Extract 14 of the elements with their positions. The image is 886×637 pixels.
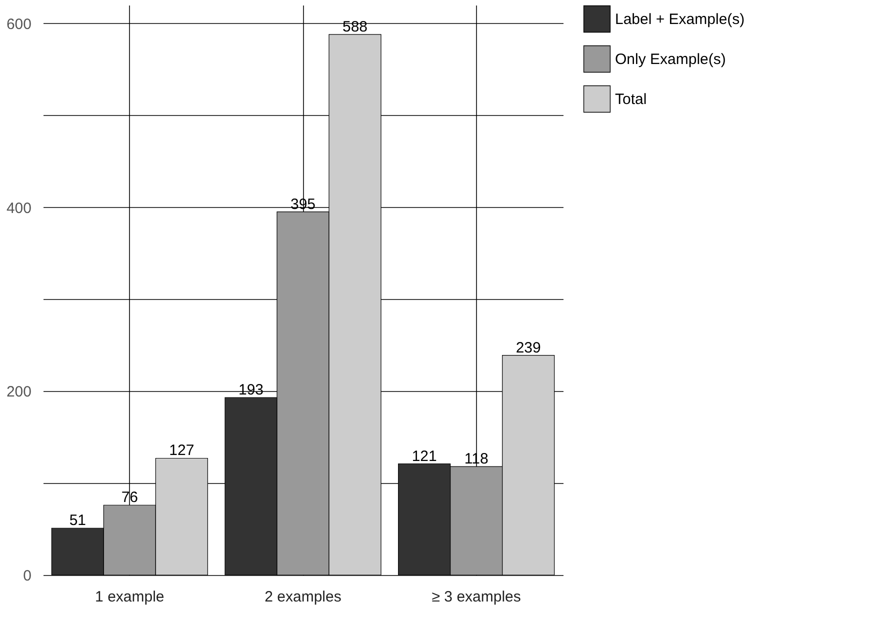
- y-tick-label: 0: [23, 568, 32, 584]
- x-tick-label: 2 examples: [264, 588, 342, 606]
- y-tick-label: 600: [6, 16, 32, 33]
- legend-label: Total: [615, 91, 647, 108]
- data-label: 239: [516, 339, 541, 356]
- data-label: 127: [169, 442, 194, 460]
- y-tick-label: 200: [6, 384, 32, 401]
- y-tick-label: 400: [6, 200, 32, 217]
- legend-label: Only Example(s): [615, 51, 726, 68]
- data-label: 51: [69, 512, 86, 530]
- x-tick-label: 1 example: [95, 588, 164, 606]
- x-tick-label: ≥ 3 examples: [432, 588, 521, 606]
- data-label: 121: [412, 448, 437, 465]
- legend-label: Label + Example(s): [615, 11, 745, 28]
